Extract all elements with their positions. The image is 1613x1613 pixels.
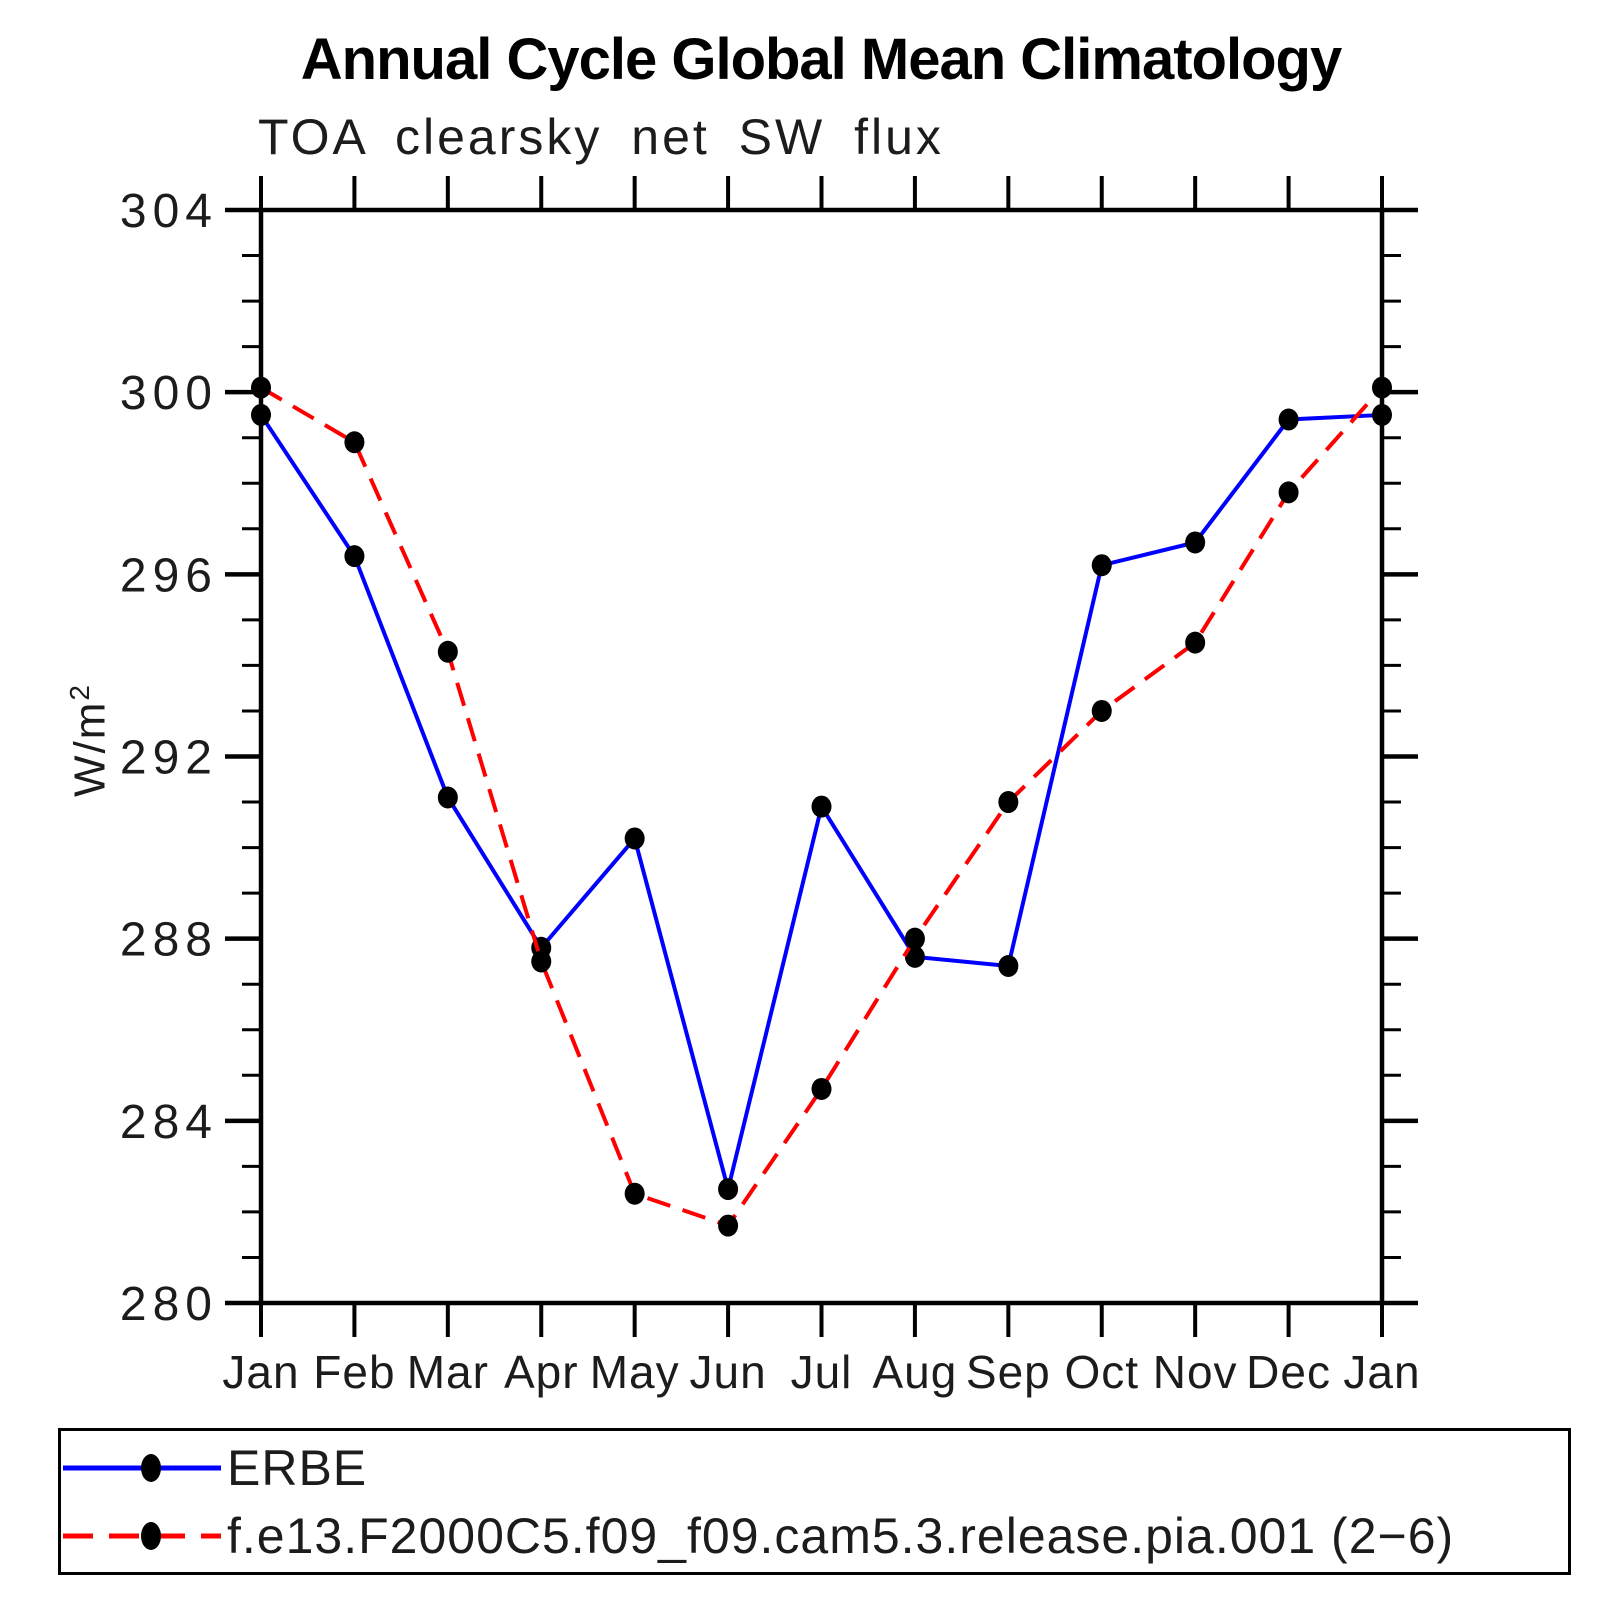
y-tick-label: 284 (120, 1096, 218, 1149)
y-tick-label: 296 (120, 549, 218, 602)
data-point-marker (624, 827, 645, 850)
legend-entry-model: f.e13.F2000C5.f09_f09.cam5.3.release.pia… (61, 1507, 1568, 1564)
data-point-marker (904, 927, 925, 950)
data-point-marker (1091, 699, 1112, 722)
legend-marker-icon (141, 1453, 161, 1482)
x-tick-label: Nov (1153, 1346, 1238, 1398)
legend-label-erbe: ERBE (227, 1439, 368, 1496)
data-point-marker (1372, 403, 1392, 426)
legend-marker-icon (141, 1521, 161, 1550)
data-point-marker (904, 945, 925, 968)
legend: ERBE f.e13.F2000C5.f09_f09.cam5.3.releas… (58, 1428, 1571, 1575)
x-tick-label: Aug (872, 1346, 957, 1398)
x-tick-label: Feb (313, 1346, 395, 1398)
data-point-marker (437, 786, 458, 809)
x-tick-label: Jun (689, 1346, 766, 1398)
data-point-marker (344, 431, 365, 454)
legend-label-model: f.e13.F2000C5.f09_f09.cam5.3.release.pia… (227, 1507, 1455, 1564)
y-tick-label: 280 (120, 1278, 218, 1331)
x-tick-label: Sep (966, 1346, 1051, 1398)
data-point-marker (344, 545, 365, 568)
model-line-swatch (63, 1521, 221, 1550)
chart-title: Annual Cycle Global Mean Climatology (300, 27, 1342, 92)
data-point-marker (624, 1182, 645, 1205)
data-point-marker (998, 954, 1019, 977)
data-point-marker (811, 795, 832, 818)
data-point-marker (437, 640, 458, 663)
data-point-marker (1185, 631, 1206, 654)
data-point-marker (718, 1178, 739, 1201)
x-tick-label: Apr (504, 1346, 579, 1398)
data-point-marker (531, 950, 552, 973)
y-tick-label: 292 (120, 732, 218, 785)
data-point-marker (251, 403, 271, 426)
y-tick-label: 288 (120, 914, 218, 967)
y-tick-label: 300 (120, 367, 218, 420)
data-point-marker (1372, 376, 1392, 399)
data-point-marker (1278, 408, 1299, 431)
erbe-line-swatch (63, 1453, 221, 1482)
x-tick-label: Jan (222, 1346, 299, 1398)
x-tick-label: Jan (1343, 1346, 1420, 1398)
x-tick-label: Oct (1064, 1346, 1139, 1398)
x-tick-label: Mar (407, 1346, 489, 1398)
y-tick-label: 304 (120, 185, 218, 238)
x-tick-label: Jul (791, 1346, 853, 1398)
data-point-marker (811, 1077, 832, 1100)
x-tick-label: Dec (1246, 1346, 1331, 1398)
x-tick-label: May (590, 1346, 680, 1398)
data-point-marker (251, 376, 271, 399)
data-point-marker (718, 1214, 739, 1237)
data-point-marker (1185, 531, 1206, 554)
data-point-marker (998, 791, 1019, 814)
chart-subtitle: TOA clearsky net SW flux (258, 109, 944, 165)
data-point-marker (1278, 481, 1299, 504)
legend-entry-erbe: ERBE (61, 1439, 1568, 1496)
data-point-marker (1091, 554, 1112, 577)
plot-border (258, 207, 1385, 1306)
